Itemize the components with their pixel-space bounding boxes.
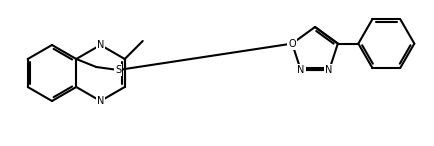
Text: N: N xyxy=(97,96,104,106)
Text: S: S xyxy=(115,65,122,75)
Text: N: N xyxy=(97,40,104,50)
Text: O: O xyxy=(288,39,296,49)
Text: N: N xyxy=(297,65,305,75)
Text: N: N xyxy=(326,65,333,75)
